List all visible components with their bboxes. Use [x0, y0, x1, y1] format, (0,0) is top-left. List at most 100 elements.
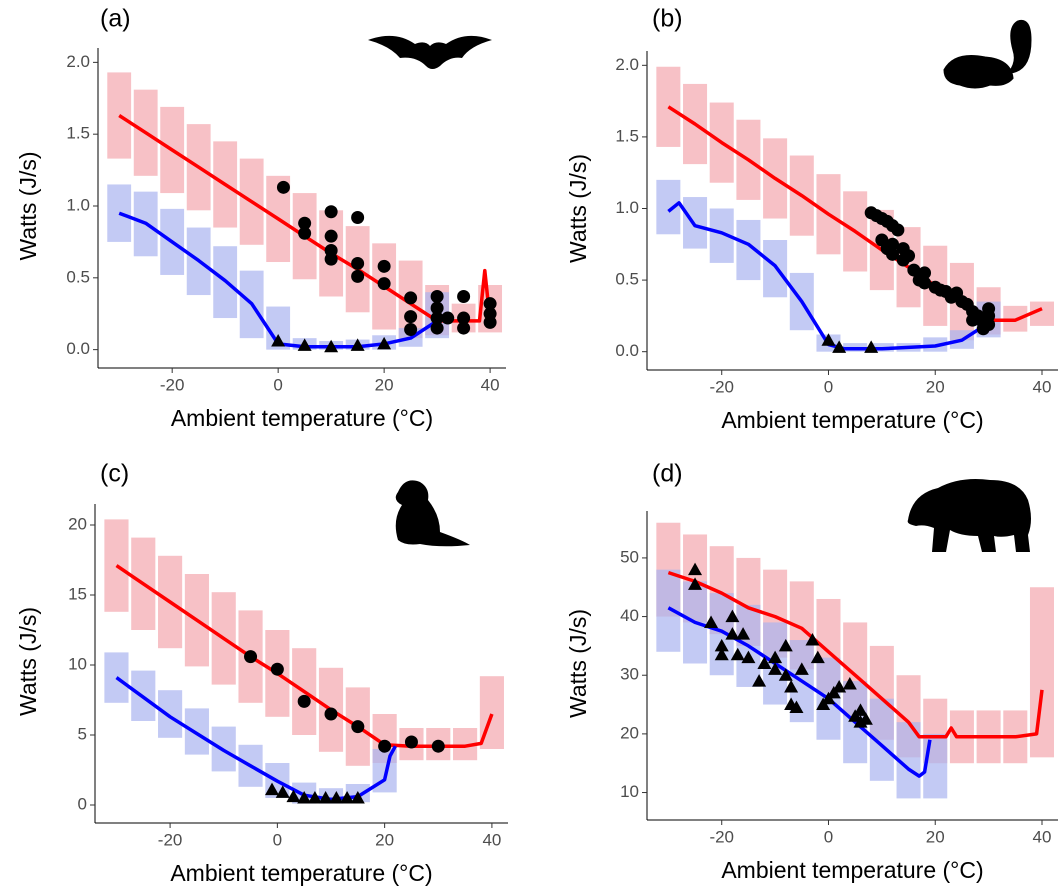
y-tick-label: 0.0 — [66, 339, 90, 358]
triangle-point — [340, 791, 355, 804]
circle-point — [483, 315, 497, 329]
circle-point — [430, 321, 444, 335]
circle-point — [404, 735, 418, 749]
triangle-point — [810, 650, 825, 664]
triangle-point — [324, 339, 339, 353]
y-tick-label: 20 — [620, 723, 639, 742]
x-tick-label: -20 — [160, 375, 185, 394]
circle-point — [441, 311, 455, 325]
circle-point — [404, 291, 418, 305]
circle-point — [891, 223, 905, 237]
y-axis-title: Watts (J/s) — [15, 607, 41, 716]
panel-label: (c) — [100, 460, 129, 488]
triangle-point — [329, 791, 344, 804]
triangle-point — [350, 338, 365, 351]
circle-point — [430, 311, 444, 325]
triangle-point — [297, 338, 312, 351]
circle-point — [297, 694, 311, 708]
y-tick-label: 15 — [68, 584, 87, 603]
x-tick-label: 0 — [824, 377, 833, 396]
model-line — [115, 564, 494, 748]
circle-point — [351, 256, 365, 270]
triangle-point — [778, 668, 793, 681]
triangle-point — [286, 789, 301, 803]
x-tick-label: 20 — [926, 827, 945, 846]
circle-point — [404, 323, 418, 337]
y-axis-title: Watts (J/s) — [565, 154, 591, 263]
x-tick-label: -20 — [709, 377, 734, 396]
circle-point — [298, 216, 312, 230]
x-tick-label: -20 — [709, 827, 734, 846]
y-tick-label: 2.0 — [615, 55, 639, 74]
sim-band — [266, 306, 291, 350]
x-tick-label: 0 — [273, 830, 282, 849]
y-tick-label: 1.5 — [615, 126, 639, 145]
bear-silhouette — [907, 479, 1031, 552]
circle-point — [324, 205, 338, 219]
triangle-point — [736, 627, 751, 640]
triangle-point — [768, 650, 783, 664]
circle-point — [351, 269, 365, 283]
triangle-point — [350, 791, 365, 804]
triangle-point — [704, 615, 719, 628]
triangle-point — [741, 650, 756, 664]
triangle-point — [318, 791, 333, 804]
x-tick-label: 20 — [375, 830, 394, 849]
triangle-point — [725, 609, 740, 623]
triangle-point — [275, 785, 290, 798]
y-tick-label: 50 — [620, 547, 639, 566]
triangle-point — [768, 662, 783, 675]
y-tick-label: 0 — [78, 794, 87, 813]
circle-point — [902, 249, 916, 263]
circle-point — [378, 739, 392, 753]
circle-point — [457, 289, 471, 303]
sim-band — [184, 708, 209, 755]
circle-point — [276, 180, 290, 194]
circle-point — [457, 311, 471, 325]
triangle-point — [730, 647, 745, 661]
y-axis-title: Watts (J/s) — [565, 609, 591, 718]
circle-point — [324, 707, 338, 721]
triangle-point — [688, 577, 703, 590]
model-line — [667, 570, 1044, 739]
circle-point — [377, 259, 391, 273]
triangle-point — [789, 700, 804, 713]
panel: -20 0 20 40 10 20 30 40 50 Ambient temperature (°… — [565, 460, 1058, 883]
circle-point — [377, 277, 391, 291]
silhouettes — [368, 19, 1032, 552]
sim-band — [104, 519, 129, 612]
y-tick-label: 1.0 — [66, 195, 90, 214]
y-tick-label: 40 — [620, 606, 639, 625]
circle-point — [270, 662, 284, 676]
triangle-point — [778, 638, 793, 652]
triangle-point — [297, 791, 312, 804]
beaver-silhouette — [395, 480, 470, 547]
y-tick-label: 1.5 — [66, 124, 90, 143]
circle-point — [244, 650, 258, 664]
panel-label: (b) — [652, 5, 683, 33]
panel: -20 0 20 40 0 5 10 15 20 Ambient temperature (°C)… — [15, 460, 508, 886]
y-tick-label: 30 — [620, 665, 639, 684]
y-tick-label: 0.0 — [615, 341, 639, 360]
y-tick-label: 10 — [620, 782, 639, 801]
x-tick-label: 40 — [482, 830, 501, 849]
triangle-point — [757, 656, 772, 669]
sim-band — [107, 184, 132, 242]
y-tick-label: 1.0 — [615, 198, 639, 217]
triangle-point — [714, 647, 729, 661]
y-axis-title: Watts (J/s) — [15, 151, 41, 260]
x-tick-label: 40 — [1033, 377, 1052, 396]
model-line — [667, 201, 990, 351]
x-tick-label: 0 — [273, 375, 282, 394]
triangle-point — [794, 662, 809, 675]
triangle-point — [805, 633, 820, 646]
x-axis-title: Ambient temperature (°C) — [721, 857, 983, 883]
y-tick-label: 10 — [68, 654, 87, 673]
y-tick-label: 2.0 — [66, 52, 90, 71]
x-tick-label: 40 — [481, 375, 500, 394]
y-tick-label: 5 — [78, 724, 87, 743]
panel-label: (d) — [652, 460, 683, 488]
triangle-point — [307, 791, 322, 804]
triangle-point — [265, 782, 279, 796]
